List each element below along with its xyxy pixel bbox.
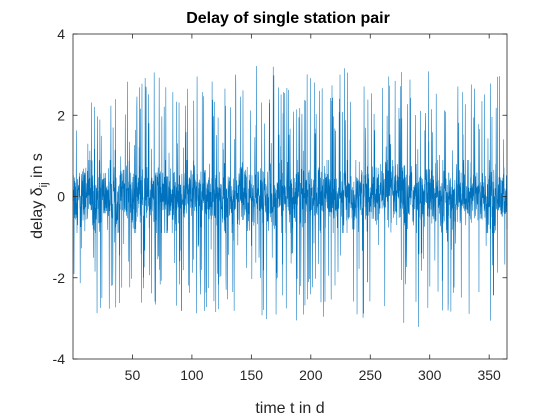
- delay-series-line: [72, 66, 508, 327]
- x-tick-label: 250: [359, 367, 383, 383]
- x-tick-label: 300: [418, 367, 442, 383]
- y-axis-label-subscript: ij: [38, 182, 50, 187]
- y-axis-label-unit: in s: [29, 153, 46, 182]
- x-tick-label: 100: [180, 367, 204, 383]
- y-tick-label: 4: [57, 26, 65, 42]
- y-axis-label: delay δij in s: [29, 153, 50, 239]
- x-tick-label: 50: [125, 367, 141, 383]
- y-tick-label: -2: [53, 270, 66, 286]
- y-tick-label: 0: [57, 189, 65, 205]
- chart-title: Delay of single station pair: [186, 10, 390, 27]
- x-axis-label: time t in d: [255, 400, 324, 417]
- x-tick-label: 150: [240, 367, 264, 383]
- y-axis-label-main: delay δ: [29, 187, 46, 239]
- y-tick-label: 2: [57, 107, 65, 123]
- delay-series: [72, 66, 508, 327]
- y-tick-label: -4: [53, 351, 66, 367]
- x-tick-labels: 50 100 150 200 250 300 350: [125, 367, 501, 383]
- plot-frame: [72, 33, 508, 360]
- y-tick-labels: -4 -2 0 2 4: [53, 26, 66, 367]
- x-tick-label: 350: [477, 367, 501, 383]
- x-tick-label: 200: [299, 367, 323, 383]
